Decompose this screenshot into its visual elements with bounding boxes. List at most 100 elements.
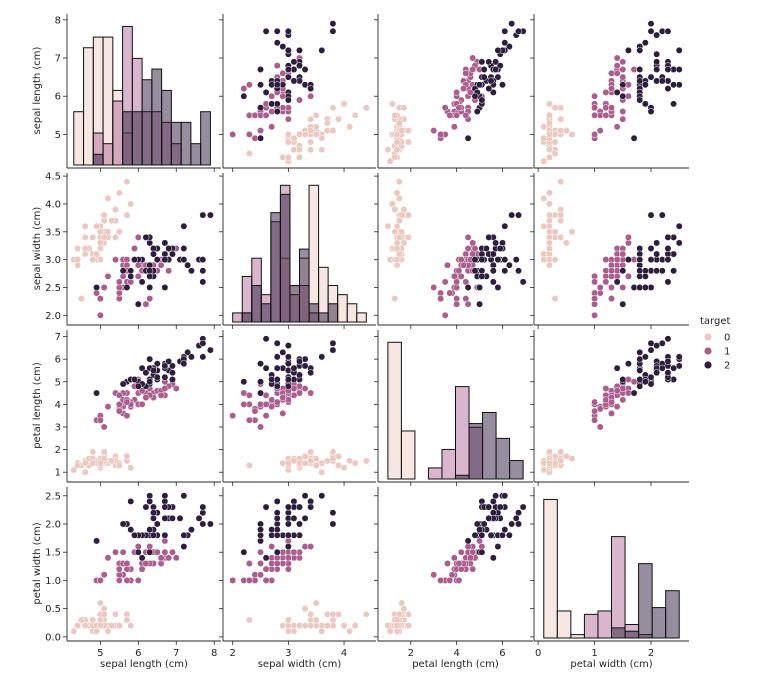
point-2 xyxy=(489,278,497,286)
hist-bar-1 xyxy=(455,386,470,480)
point-2 xyxy=(199,256,207,264)
y-axis-label: petal width (cm) xyxy=(32,522,43,604)
panel-3-1: 2 3 4 xyxy=(219,487,376,659)
point-0 xyxy=(391,228,399,236)
point-2 xyxy=(169,514,176,522)
point-0 xyxy=(405,211,412,219)
point-1 xyxy=(437,576,445,584)
point-0 xyxy=(323,457,331,465)
point-1 xyxy=(115,407,123,415)
point-2 xyxy=(329,509,337,517)
point-2 xyxy=(630,389,638,397)
point-0 xyxy=(245,461,253,469)
point-0 xyxy=(405,127,412,135)
point-0 xyxy=(108,217,116,225)
point-2 xyxy=(257,360,264,368)
point-2 xyxy=(290,364,298,372)
point-2 xyxy=(636,382,644,390)
point-1 xyxy=(608,267,615,275)
point-2 xyxy=(307,85,315,93)
point-0 xyxy=(307,146,315,154)
point-2 xyxy=(131,531,138,539)
point-0 xyxy=(81,622,89,630)
point-2 xyxy=(206,211,214,219)
point-0 xyxy=(115,622,123,630)
point-2 xyxy=(508,211,516,219)
point-0 xyxy=(312,461,320,469)
legend-title: target xyxy=(700,316,730,327)
point-2 xyxy=(187,353,195,361)
point-0 xyxy=(89,448,97,456)
point-2 xyxy=(184,261,192,269)
x-axis-label: petal length (cm) xyxy=(412,659,499,670)
point-2 xyxy=(624,46,632,54)
point-2 xyxy=(146,526,154,534)
point-2 xyxy=(494,284,502,291)
point-2 xyxy=(290,58,298,66)
point-0 xyxy=(115,228,123,236)
point-0 xyxy=(127,622,135,630)
point-1 xyxy=(123,560,131,567)
point-2 xyxy=(161,239,169,247)
point-2 xyxy=(180,222,188,230)
x-tick-label: 2 xyxy=(229,648,235,659)
point-0 xyxy=(351,622,359,630)
point-2 xyxy=(284,73,292,81)
y-tick-label: 6 xyxy=(55,92,61,103)
point-0 xyxy=(301,622,309,630)
point-1 xyxy=(591,92,599,100)
point-1 xyxy=(591,111,599,119)
point-2 xyxy=(284,46,292,54)
point-2 xyxy=(146,497,154,505)
point-2 xyxy=(273,81,281,89)
point-1 xyxy=(123,398,131,406)
point-2 xyxy=(257,104,264,112)
point-2 xyxy=(180,543,188,551)
y-tick-label: 3 xyxy=(55,422,61,433)
hist-bar-0 xyxy=(543,498,558,639)
point-2 xyxy=(127,526,135,534)
point-2 xyxy=(636,46,644,54)
point-2 xyxy=(630,134,638,142)
point-0 xyxy=(551,150,559,157)
point-1 xyxy=(134,272,142,280)
point-2 xyxy=(180,256,188,264)
point-0 xyxy=(540,157,548,165)
hist-bar-2 xyxy=(638,563,653,639)
point-1 xyxy=(284,115,292,123)
point-2 xyxy=(150,509,157,517)
point-1 xyxy=(453,278,461,286)
point-2 xyxy=(273,364,281,372)
point-0 xyxy=(123,616,131,624)
point-0 xyxy=(346,123,354,131)
point-2 xyxy=(329,20,337,28)
point-0 xyxy=(557,115,565,123)
point-2 xyxy=(492,58,500,66)
point-2 xyxy=(636,376,644,383)
point-2 xyxy=(641,39,649,47)
point-2 xyxy=(123,284,131,291)
point-1 xyxy=(142,560,150,567)
point-1 xyxy=(284,554,292,562)
point-1 xyxy=(602,385,610,392)
point-0 xyxy=(393,622,401,630)
point-1 xyxy=(455,104,463,112)
point-2 xyxy=(296,62,303,70)
point-0 xyxy=(112,610,119,618)
point-0 xyxy=(398,599,406,607)
point-2 xyxy=(508,520,516,528)
point-1 xyxy=(608,104,615,112)
point-1 xyxy=(268,123,276,131)
panel-0-1 xyxy=(219,14,376,172)
point-1 xyxy=(624,272,632,280)
hist-bar-2 xyxy=(270,212,281,323)
point-1 xyxy=(165,554,173,562)
point-1 xyxy=(142,300,150,308)
point-0 xyxy=(545,146,553,154)
point-1 xyxy=(169,548,176,556)
point-1 xyxy=(153,548,161,556)
point-0 xyxy=(81,233,89,241)
point-1 xyxy=(453,88,461,96)
point-1 xyxy=(157,554,165,562)
point-2 xyxy=(296,357,303,365)
